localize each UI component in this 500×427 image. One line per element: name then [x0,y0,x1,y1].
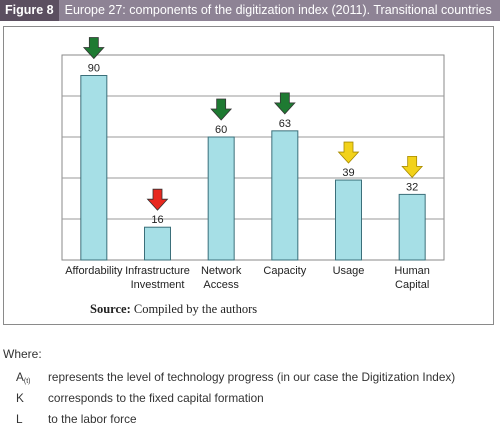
data-label: 32 [406,181,418,193]
category-label: Usage [333,265,365,277]
plot-area [61,54,445,261]
source-text: Compiled by the authors [130,302,258,316]
down-arrow-icon [146,188,169,211]
down-arrow-icon [210,98,233,121]
data-label: 39 [342,167,354,179]
figure-header: Figure 8 Europe 27: components of the di… [0,0,500,21]
down-arrow-icon [401,155,424,178]
figure-frame: 90 Affordability 16 Infrastructure Investmen… [3,26,494,325]
category-label: Infrastructure [125,265,190,277]
bar [398,193,426,261]
bar [271,130,299,261]
definition-symbol: K [16,391,24,405]
data-label: 63 [279,118,291,130]
figure-title: Europe 27: components of the digitizatio… [58,0,500,21]
category-label: Network [201,265,242,277]
category-label: Human [394,265,429,277]
definition-symbol: A(t) [16,370,31,385]
category-label: Capacity [263,265,306,277]
where-heading: Where: [3,347,42,361]
source-note: Source: Compiled by the authors [90,302,257,317]
definition-text: represents the level of technology progr… [48,370,456,384]
data-label: 60 [215,124,227,136]
down-arrow-icon [82,37,105,60]
definition-text: corresponds to the fixed capital formati… [48,391,264,405]
down-arrow-icon [337,141,360,164]
bar [335,179,362,261]
down-arrow-icon [273,92,296,115]
data-label: 90 [88,63,100,75]
bar [80,75,108,261]
bar [144,226,171,261]
data-label: 16 [151,214,163,226]
category-label: Investment [131,279,185,291]
category-label: Access [203,279,239,291]
bar-chart: 90 Affordability 16 Infrastructure Investmen… [61,37,445,291]
definition-symbol: L [16,412,23,426]
figure-number: Figure 8 [0,0,59,21]
bar [207,136,235,261]
definition-text: to the labor force [48,412,137,426]
category-label: Capital [395,279,429,291]
source-label: Source: [90,302,131,316]
category-label: Affordability [65,265,123,277]
